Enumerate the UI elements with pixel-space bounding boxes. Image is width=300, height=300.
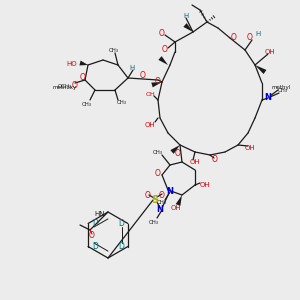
Text: O: O	[212, 155, 218, 164]
Text: O: O	[80, 73, 86, 82]
Polygon shape	[255, 65, 266, 74]
Text: methyl: methyl	[272, 85, 291, 91]
Text: O: O	[159, 28, 165, 38]
Text: N: N	[157, 206, 164, 214]
Text: D: D	[92, 219, 98, 228]
Text: O: O	[231, 32, 237, 41]
Text: D: D	[118, 242, 124, 251]
Text: HN: HN	[94, 211, 105, 217]
Text: O: O	[89, 232, 95, 241]
Text: HO: HO	[66, 61, 77, 67]
Polygon shape	[176, 195, 182, 206]
Text: OH: OH	[145, 92, 155, 98]
Text: CH₃: CH₃	[157, 200, 167, 206]
Text: CH₃: CH₃	[153, 149, 163, 154]
Text: H: H	[129, 65, 135, 71]
Text: O: O	[155, 169, 161, 178]
Text: D: D	[118, 219, 124, 228]
Text: O: O	[175, 149, 181, 158]
Text: CH₃: CH₃	[117, 100, 127, 106]
Polygon shape	[151, 82, 162, 87]
Text: H: H	[255, 31, 261, 37]
Text: H: H	[183, 13, 189, 19]
Text: O: O	[247, 34, 253, 43]
Text: O: O	[145, 190, 151, 200]
Text: OH: OH	[190, 159, 200, 165]
Text: CH₃: CH₃	[82, 101, 92, 106]
Text: D: D	[92, 242, 98, 251]
Text: N: N	[167, 188, 173, 196]
Text: methoxy: methoxy	[53, 85, 77, 91]
Polygon shape	[80, 61, 88, 65]
Text: OH: OH	[245, 145, 255, 151]
Text: OH: OH	[265, 49, 275, 55]
Text: OCH₃: OCH₃	[58, 85, 72, 89]
Polygon shape	[158, 56, 168, 65]
Text: CH₃: CH₃	[278, 88, 288, 94]
Polygon shape	[183, 23, 193, 32]
Text: N: N	[265, 94, 272, 103]
Text: O: O	[162, 46, 168, 55]
Text: O: O	[155, 77, 161, 86]
Text: CH₃: CH₃	[109, 47, 119, 52]
Text: OH: OH	[171, 205, 181, 211]
Text: O: O	[140, 70, 146, 80]
Text: O: O	[72, 80, 78, 89]
Text: S: S	[152, 195, 159, 205]
Polygon shape	[170, 145, 180, 154]
Text: O: O	[159, 190, 165, 200]
Text: CH₃: CH₃	[149, 220, 159, 224]
Text: OH: OH	[144, 122, 155, 128]
Text: OH: OH	[200, 182, 211, 188]
